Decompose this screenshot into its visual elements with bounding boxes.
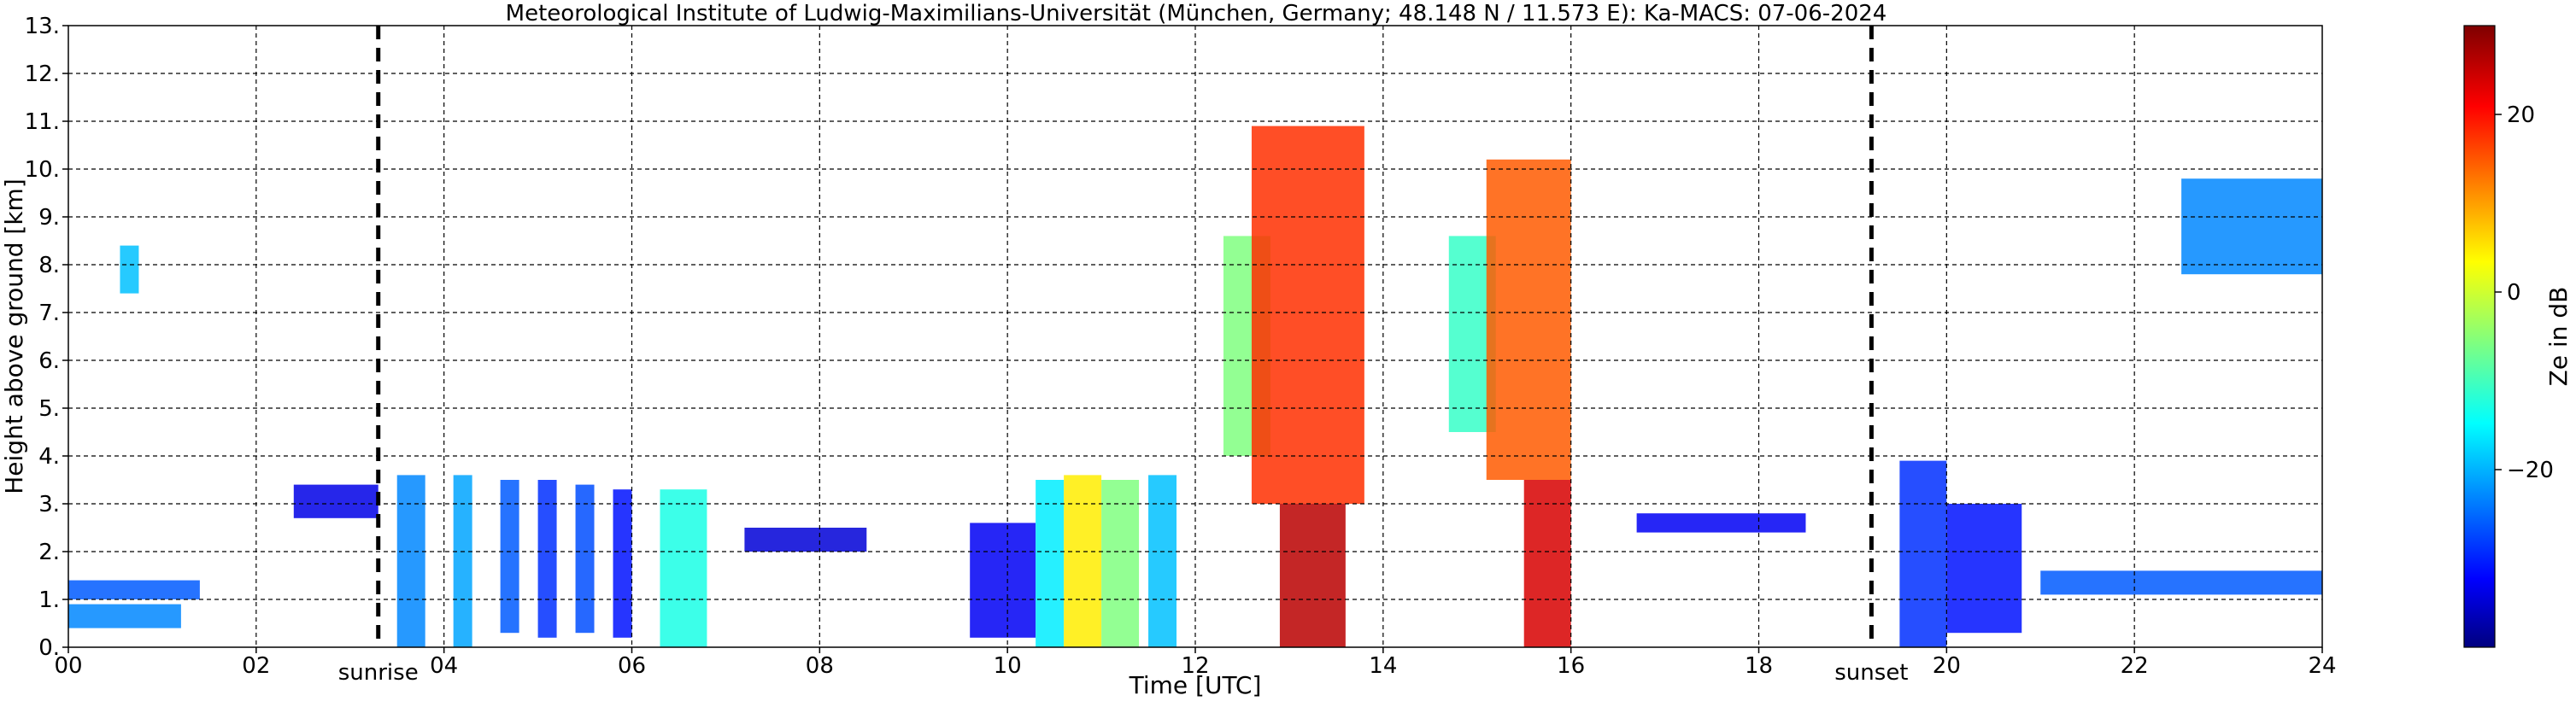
marker-label-sunrise: sunrise [338,660,419,686]
colorbar-tick-label: 20 [2507,102,2535,128]
y-tick-label: 13. [25,14,60,39]
x-tick-label: 02 [242,653,270,679]
colorbar-gradient [2463,25,2496,648]
echo-3 [293,484,378,518]
x-tick-label: 00 [54,653,82,679]
echo-15 [1101,480,1140,647]
colorbar-ticks: 20 0 −20 [2495,102,2554,483]
colorbar: 20 0 −20 Ze in dB [2463,25,2573,648]
echo-16 [1148,475,1177,647]
echo-26 [2040,570,2322,595]
echo-5 [453,475,472,647]
echo-12 [970,523,1036,638]
y-axis-ticks: 0. 1. 2. 3. 4. 5. 6. 7. 8. 9. 10. 11. 12. 13. [25,14,68,661]
echo-24 [1899,460,1947,647]
x-tick-label: 22 [2121,653,2149,679]
echo-27 [2181,178,2322,275]
echo-2 [120,245,139,294]
x-tick-label: 08 [806,653,834,679]
x-axis-ticks: 00 02 04 06 08 10 12 14 16 18 20 22 24 [54,647,2337,679]
echo-25 [1946,504,2022,634]
x-tick-label: 14 [1369,653,1397,679]
echo-22 [1523,480,1571,647]
echo-19 [1279,504,1346,647]
echo-14 [1064,475,1102,647]
x-tick-label: 24 [2308,653,2336,679]
echo-9 [613,489,632,638]
echo-4 [396,475,425,647]
y-tick-label: 6. [38,348,60,374]
x-axis-label: Time [UTC] [1129,671,1262,699]
echo-21 [1486,159,1571,481]
y-tick-label: 4. [38,444,60,470]
echo-0 [68,580,200,599]
echo-11 [744,528,867,552]
x-tick-label: 10 [994,653,1022,679]
echo-13 [1036,480,1065,647]
x-tick-label: 04 [430,653,458,679]
y-tick-label: 9. [38,205,60,231]
y-tick-label: 12. [25,61,60,87]
x-tick-label: 06 [618,653,646,679]
y-tick-label: 2. [38,540,60,565]
x-tick-label: 20 [1933,653,1961,679]
y-tick-label: 8. [38,253,60,278]
y-axis-label: Height above ground [km] [0,178,28,494]
colorbar-label: Ze in dB [2544,287,2573,387]
y-tick-label: 0. [38,635,60,661]
echo-23 [1636,513,1806,533]
echo-6 [500,480,519,634]
echo-7 [537,480,557,638]
x-tick-label: 16 [1557,653,1585,679]
x-tick-label: 12 [1181,653,1209,679]
echo-8 [575,484,595,634]
y-tick-label: 10. [25,157,60,183]
x-tick-label: 18 [1745,653,1773,679]
colorbar-tick-label: 0 [2507,280,2521,306]
y-tick-label: 7. [38,301,60,326]
y-tick-label: 5. [38,396,60,422]
chart-title: Meteorological Institute of Ludwig-Maxim… [506,1,1887,26]
echo-10 [660,489,707,647]
echo-18 [1251,126,1364,504]
y-tick-label: 3. [38,492,60,517]
sun-markers: sunrise sunset [338,26,1909,686]
plot-area: sunrise sunset [67,25,2323,686]
colorbar-tick-label: −20 [2507,458,2554,483]
grid-lines [68,26,2322,647]
echo-1 [68,604,181,628]
y-tick-label: 11. [25,109,60,135]
marker-label-sunset: sunset [1834,660,1908,686]
y-tick-label: 1. [38,587,60,613]
